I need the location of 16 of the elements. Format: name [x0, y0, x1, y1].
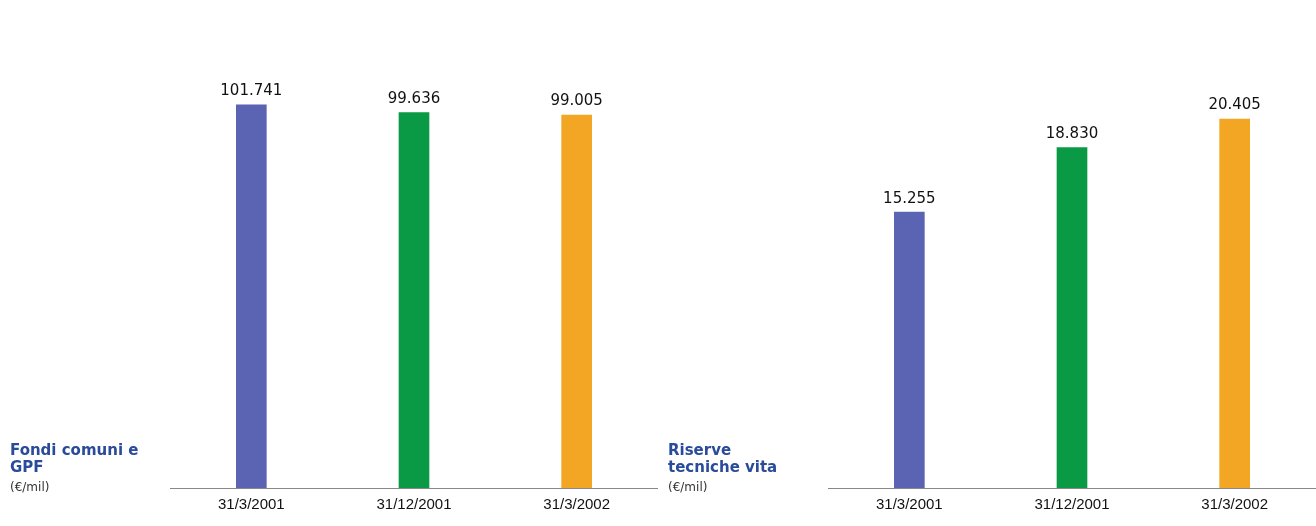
text: Fondi comuni e GPF: [10, 441, 140, 476]
data-label: 99.005: [550, 91, 603, 110]
data-label: 99.636: [387, 89, 441, 108]
y-axis-title: (€/mil): [10, 480, 50, 494]
x-tick-label: 31/3/2001: [875, 495, 943, 513]
x-tick-label: 31/12/2001: [376, 495, 452, 513]
data-label: 20.405: [1208, 95, 1261, 114]
data-label: 15.255: [883, 188, 936, 207]
data-label: 18.830: [1045, 123, 1099, 142]
x-tick-label: 31/12/2001: [1034, 495, 1110, 513]
x-tick-label: 31/3/2002: [543, 495, 611, 513]
data-label: 101.741: [220, 81, 283, 100]
text: Riserve tecniche vita: [668, 441, 779, 476]
y-axis-title: (€/mil): [668, 480, 708, 494]
x-tick-label: 31/3/2002: [1201, 495, 1269, 513]
x-tick-label: 31/3/2001: [217, 495, 285, 513]
